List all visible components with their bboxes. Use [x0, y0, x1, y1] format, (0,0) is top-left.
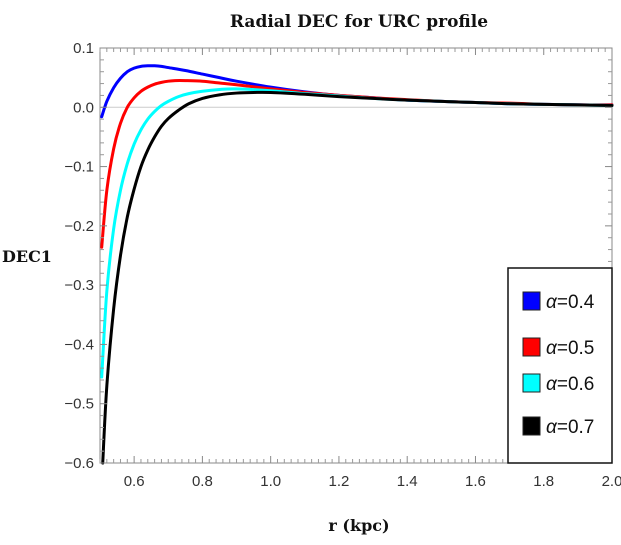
y-tick-label: −0.2 — [64, 218, 94, 235]
x-tick-label: 1.0 — [260, 473, 281, 490]
legend-label-2: α=0.5 — [546, 338, 594, 359]
series-layer — [100, 64, 614, 465]
plot-area-border — [99, 47, 613, 464]
legend-label-3: α=0.6 — [546, 374, 594, 395]
y-axis-title: DEC1 — [2, 247, 52, 266]
x-tick-label: 0.6 — [124, 473, 145, 490]
legend-swatch-2 — [522, 337, 541, 357]
y-tick-label: −0.4 — [64, 336, 94, 353]
legend-swatch-1 — [522, 291, 541, 311]
tick-layer: 0.6 0.8 1.0 1.2 1.4 1.6 1.8 2.0 0.1 0.0 −0.1 −0.2 −0… — [64, 40, 621, 490]
plot-frame — [99, 47, 613, 464]
y-tick-label: 0.0 — [73, 99, 94, 116]
x-tick-label: 1.6 — [465, 473, 486, 490]
legend-label-4: α=0.7 — [546, 417, 594, 438]
legend-swatch-3 — [522, 373, 541, 393]
chart-title: Radial DEC for URC profile — [230, 12, 488, 32]
y-tick-label: −0.6 — [64, 455, 94, 472]
x-tick-label: 0.8 — [192, 473, 213, 490]
y-tick-label: 0.1 — [73, 40, 94, 57]
series-line-4 — [101, 90, 614, 465]
y-tick-label: −0.5 — [64, 396, 94, 413]
legend-label-1: α=0.4 — [546, 292, 595, 313]
y-tick-label: −0.1 — [64, 159, 94, 176]
legend: α=0.4 α=0.5 α=0.6 α=0.7 — [507, 267, 613, 464]
legend-swatch-4 — [522, 416, 541, 436]
x-tick-label: 1.8 — [533, 473, 554, 490]
y-tick-label: −0.3 — [64, 277, 94, 294]
x-axis-title: r (kpc) — [328, 516, 389, 535]
x-tick-label: 1.4 — [397, 473, 418, 490]
x-tick-label: 2.0 — [602, 473, 621, 490]
x-tick-label: 1.2 — [329, 473, 350, 490]
